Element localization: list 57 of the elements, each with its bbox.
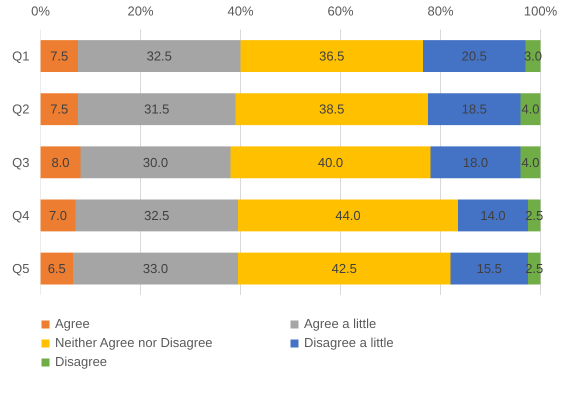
bar [80, 146, 230, 178]
data-label: 7.5 [50, 102, 68, 117]
data-label: 7.5 [50, 48, 68, 64]
bar [236, 93, 428, 126]
y-tick-label: Q4 [12, 208, 30, 223]
x-tick-label: 80% [427, 4, 454, 18]
legend-label: Agree [55, 316, 91, 331]
bar [40, 252, 73, 284]
y-tick-label: Q5 [12, 261, 30, 276]
legend-label: Disagree [55, 354, 108, 369]
data-label: 6.5 [48, 261, 66, 276]
bar [240, 40, 423, 72]
bar [73, 252, 238, 284]
x-tick-label: 0% [31, 4, 50, 18]
data-label: 40.0 [318, 154, 344, 170]
x-tick-label: 20% [127, 4, 154, 18]
x-tick-label: 40% [227, 4, 254, 18]
data-label: 18.5 [462, 102, 487, 117]
y-tick-label: Q2 [12, 102, 30, 117]
data-label: 33.0 [142, 261, 168, 276]
data-label: 18.0 [462, 154, 488, 170]
bar [40, 40, 78, 72]
bar [78, 40, 240, 72]
bar [430, 146, 520, 178]
bar [40, 93, 78, 126]
bar [230, 146, 430, 178]
data-label: 8.0 [51, 154, 70, 170]
y-tick-label: Q1 [12, 48, 30, 64]
data-label: 7.0 [48, 208, 68, 223]
legend-label: Disagree a little [304, 335, 395, 350]
bar [428, 93, 520, 126]
x-tick-label: 60% [327, 4, 354, 18]
bar [423, 40, 526, 72]
data-label: 4.0 [521, 102, 540, 117]
data-label: 38.5 [319, 102, 344, 117]
bar [238, 200, 458, 232]
data-label: 42.5 [332, 261, 357, 276]
data-label: 30.0 [142, 154, 168, 170]
bar [78, 93, 236, 126]
legend-label: Agree a little [304, 316, 378, 331]
bar [238, 252, 450, 284]
data-label: 32.5 [146, 48, 172, 64]
data-label: 4.0 [521, 154, 540, 170]
bar [40, 146, 80, 178]
data-label: 36.5 [319, 48, 344, 64]
data-label: 32.5 [144, 208, 170, 223]
data-label: 20.5 [462, 48, 487, 64]
bar [520, 146, 540, 178]
data-label: 31.5 [144, 102, 170, 117]
y-tick-label: Q3 [12, 154, 30, 170]
data-label: 14.0 [480, 208, 506, 223]
legend-label: Neither Agree nor Disagree [55, 335, 214, 350]
x-tick-label: 100% [524, 4, 558, 18]
data-label: 15.5 [476, 261, 502, 276]
bar [76, 200, 238, 232]
bar [40, 200, 76, 232]
data-label: 44.0 [335, 208, 361, 223]
